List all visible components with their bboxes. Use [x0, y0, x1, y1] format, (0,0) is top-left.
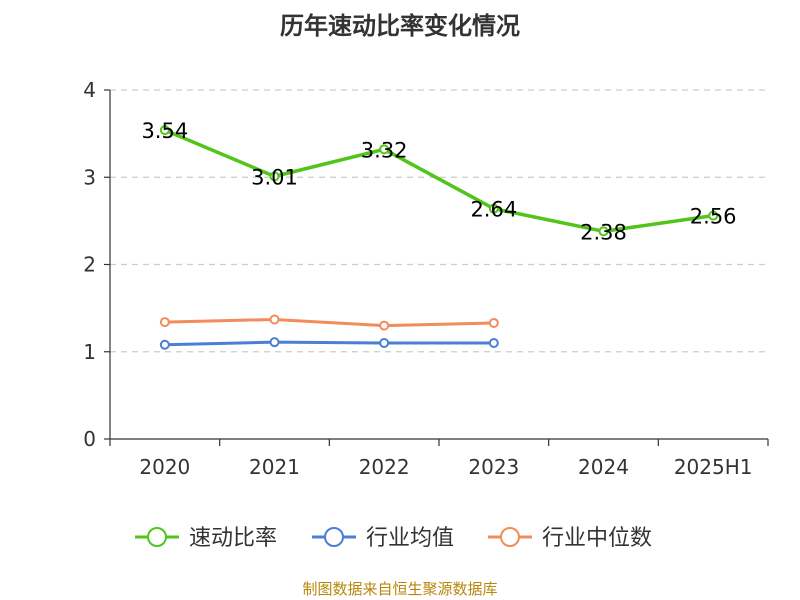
y-tick-label: 0 — [83, 427, 96, 451]
series-line-1 — [164, 340, 494, 347]
x-tick-label: 2023 — [468, 455, 519, 479]
legend-label: 速动比率 — [189, 526, 277, 551]
data-point — [269, 171, 280, 182]
data-labels: 3.54 3.01 3.32 2.64 2.38 2.56 — [141, 119, 736, 244]
data-label: 2.64 — [470, 198, 517, 222]
legend-label: 行业中位数 — [542, 526, 652, 551]
x-tick-label: 2021 — [249, 455, 300, 479]
data-point — [488, 203, 499, 214]
axes: 0 1 2 3 4 2020 2021 2022 2023 2024 2025H1 — [83, 78, 769, 479]
legend-item-1[interactable]: 行业均值 — [312, 526, 454, 551]
series — [159, 125, 719, 350]
x-tick-label: 2024 — [578, 455, 629, 479]
data-point — [488, 338, 499, 349]
y-tick-label: 3 — [83, 165, 96, 189]
data-label: 2.56 — [690, 205, 737, 229]
x-tick-label: 2025H1 — [674, 455, 753, 479]
y-tick-label: 1 — [83, 340, 96, 364]
data-point — [488, 317, 499, 328]
data-label: 3.32 — [361, 138, 408, 162]
data-point — [598, 226, 609, 237]
legend-marker-icon — [324, 527, 344, 547]
data-point — [269, 337, 280, 348]
legend: 速动比率 行业均值 行业中位数 — [135, 526, 652, 551]
legend-marker-icon — [500, 527, 520, 547]
data-point — [708, 210, 719, 221]
x-tick-label: 2022 — [359, 455, 410, 479]
data-point — [379, 320, 390, 331]
x-tick-label: 2020 — [139, 455, 190, 479]
data-point — [379, 338, 390, 349]
data-point — [379, 144, 390, 155]
series-line-0 — [164, 128, 714, 234]
y-tick-label: 4 — [83, 78, 96, 102]
chart-title: 历年速动比率变化情况 — [280, 12, 520, 40]
data-point — [269, 314, 280, 325]
data-label: 3.01 — [251, 165, 298, 189]
data-point — [159, 125, 170, 136]
data-point — [159, 317, 170, 328]
data-label: 3.54 — [141, 119, 188, 143]
data-label: 2.38 — [580, 220, 627, 244]
legend-marker-icon — [147, 527, 167, 547]
legend-item-2[interactable]: 行业中位数 — [488, 526, 652, 551]
data-point — [159, 339, 170, 350]
source-note: 制图数据来自恒生聚源数据库 — [302, 580, 498, 598]
y-tick-label: 2 — [83, 253, 96, 277]
legend-item-0[interactable]: 速动比率 — [135, 526, 277, 551]
series-line-2 — [164, 317, 494, 328]
legend-label: 行业均值 — [366, 526, 454, 551]
